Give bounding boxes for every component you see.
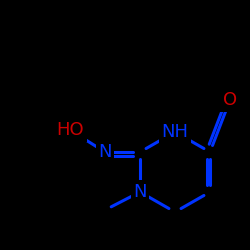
Text: HO: HO <box>56 121 84 139</box>
Text: N: N <box>133 183 147 201</box>
Text: N: N <box>98 143 112 161</box>
Text: NH: NH <box>162 123 188 141</box>
Text: O: O <box>223 91 237 109</box>
